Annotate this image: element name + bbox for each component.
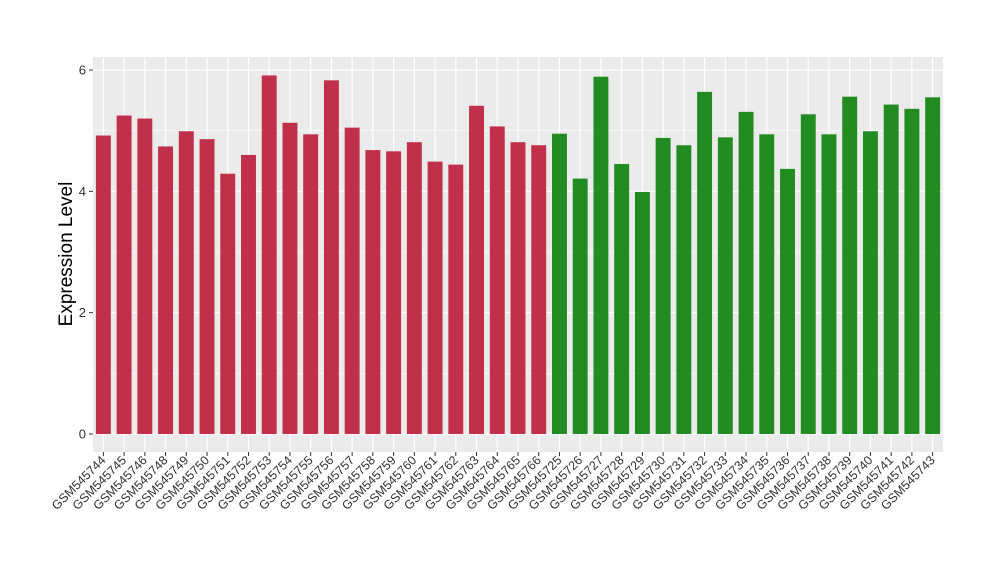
bar-GSM545756 bbox=[323, 80, 339, 435]
bar-GSM545740 bbox=[862, 131, 878, 435]
bar-GSM545736 bbox=[780, 168, 795, 435]
bar-GSM545730 bbox=[655, 137, 671, 435]
bar-GSM545763 bbox=[469, 105, 484, 434]
y-tick-label: 6 bbox=[79, 63, 86, 78]
bar-GSM545743 bbox=[925, 97, 941, 435]
bar-GSM545748 bbox=[158, 146, 174, 434]
bar-GSM545742 bbox=[904, 108, 920, 435]
bar-GSM545766 bbox=[531, 145, 547, 434]
bar-GSM545751 bbox=[220, 173, 236, 435]
y-axis: 0 2 4 6 bbox=[79, 63, 93, 442]
bar-GSM545764 bbox=[489, 126, 505, 435]
bars bbox=[95, 75, 941, 435]
bar-GSM545762 bbox=[448, 164, 464, 434]
bar-GSM545745 bbox=[116, 115, 132, 434]
bar-GSM545735 bbox=[759, 134, 775, 434]
bar-GSM545738 bbox=[821, 134, 837, 434]
bar-GSM545753 bbox=[261, 75, 277, 435]
bar-GSM545761 bbox=[427, 161, 443, 434]
y-tick-label: 0 bbox=[79, 427, 86, 442]
bar-GSM545757 bbox=[344, 127, 360, 434]
bar-GSM545760 bbox=[406, 142, 422, 434]
bar-GSM545746 bbox=[137, 118, 153, 435]
bar-GSM545752 bbox=[241, 154, 256, 434]
bar-GSM545741 bbox=[883, 104, 899, 434]
bar-GSM545734 bbox=[738, 111, 754, 435]
bar-GSM545726 bbox=[572, 178, 588, 434]
y-tick-label: 2 bbox=[79, 305, 86, 320]
bar-GSM545759 bbox=[386, 151, 402, 434]
bar-GSM545750 bbox=[199, 139, 215, 434]
x-axis: GSM545744GSM545745GSM545746GSM545748GSM5… bbox=[49, 452, 938, 513]
bar-GSM545725 bbox=[552, 133, 567, 434]
bar-GSM545731 bbox=[676, 145, 692, 434]
bar-GSM545749 bbox=[178, 131, 194, 435]
bar-GSM545758 bbox=[365, 150, 381, 434]
bar-GSM545727 bbox=[593, 76, 609, 434]
y-tick-label: 4 bbox=[79, 184, 86, 199]
bar-GSM545755 bbox=[303, 134, 319, 434]
bar-GSM545739 bbox=[842, 96, 858, 435]
bar-GSM545737 bbox=[800, 114, 816, 434]
bar-GSM545744 bbox=[95, 135, 111, 434]
bar-GSM545733 bbox=[717, 137, 733, 434]
bar-GSM545732 bbox=[697, 91, 713, 434]
y-axis-label: Expression Level bbox=[56, 182, 77, 327]
bar-GSM545754 bbox=[282, 122, 298, 434]
bar-GSM545728 bbox=[614, 164, 630, 435]
bar-GSM545729 bbox=[634, 191, 650, 434]
bar-GSM545765 bbox=[510, 142, 526, 434]
